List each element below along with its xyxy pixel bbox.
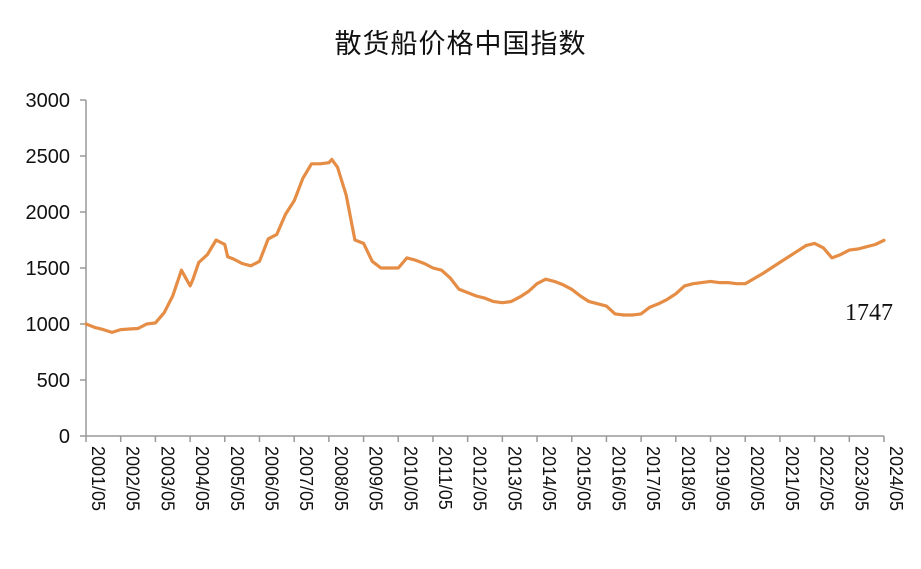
y-axis-ticks: 0 500 1000 1500 2000 2500 3000 xyxy=(26,90,86,448)
x-tick-label: 2009/05 xyxy=(366,446,386,511)
x-tick-label: 2015/05 xyxy=(574,446,594,511)
x-tick-label: 2017/05 xyxy=(643,446,663,511)
x-tick-label: 2023/05 xyxy=(851,446,871,511)
x-axis-ticks: 2001/05 2002/05 2003/05 2004/05 2005/05 2006/… xyxy=(85,436,906,511)
x-tick-label: 2012/05 xyxy=(470,446,490,511)
x-tick-label: 2002/05 xyxy=(123,446,143,511)
x-tick-label: 2013/05 xyxy=(504,446,524,511)
x-tick-label: 2011/05 xyxy=(435,446,455,510)
x-tick-label: 2006/05 xyxy=(261,446,281,511)
series-line xyxy=(84,157,886,334)
x-tick-label: 2007/05 xyxy=(296,446,316,511)
x-tick-label: 2010/05 xyxy=(400,446,420,511)
x-tick-label: 2022/05 xyxy=(817,446,837,511)
x-tick-label: 2014/05 xyxy=(539,446,559,511)
x-tick-label: 2004/05 xyxy=(192,446,212,511)
end-value-label: 1747 xyxy=(845,300,893,326)
chart-title: 散货船价格中国指数 xyxy=(334,29,587,60)
x-tick-label: 2020/05 xyxy=(747,446,767,511)
x-tick-label: 2024/05 xyxy=(886,446,906,511)
y-tick-label: 500 xyxy=(37,370,70,392)
x-tick-label: 2003/05 xyxy=(157,446,177,511)
x-tick-label: 2005/05 xyxy=(227,446,247,511)
y-tick-label: 0 xyxy=(59,426,70,448)
x-tick-label: 2021/05 xyxy=(782,446,802,511)
x-tick-label: 2016/05 xyxy=(608,446,628,511)
y-tick-label: 1500 xyxy=(26,258,71,280)
x-tick-label: 2008/05 xyxy=(331,446,351,511)
y-tick-label: 1000 xyxy=(26,314,71,336)
y-tick-label: 2000 xyxy=(26,202,71,224)
x-tick-label: 2001/05 xyxy=(88,446,108,511)
y-tick-label: 3000 xyxy=(26,90,71,112)
y-tick-label: 2500 xyxy=(26,146,71,168)
x-tick-label: 2018/05 xyxy=(678,446,698,511)
x-tick-label: 2019/05 xyxy=(713,446,733,511)
